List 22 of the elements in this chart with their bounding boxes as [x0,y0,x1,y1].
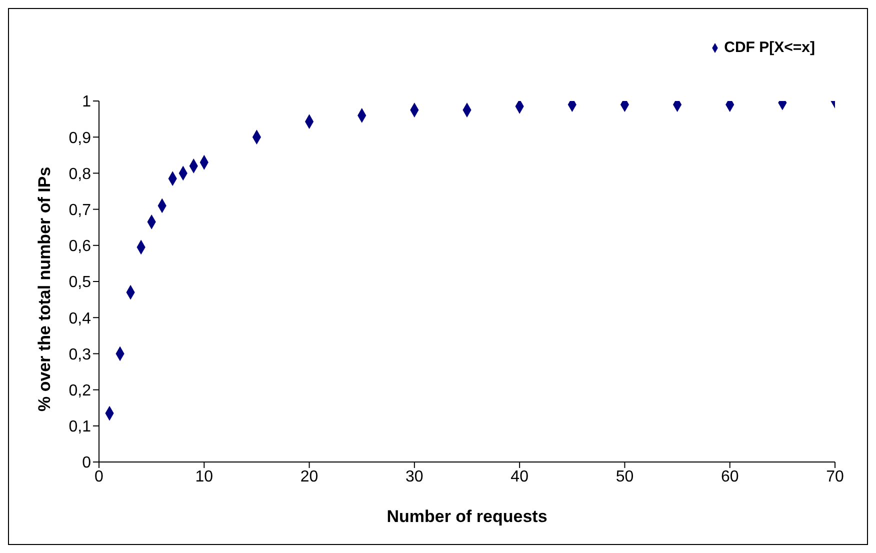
x-tick-label: 10 [195,468,214,486]
y-tick-label: 0,1 [68,418,92,436]
y-tick-label: 0,4 [68,310,92,328]
y-tick-label: 0,9 [68,130,92,147]
y-tick-label: 0 [82,454,92,472]
x-tick-label: 50 [616,468,634,486]
y-tick-label: 0,6 [68,238,92,256]
x-axis-title: Number of requests [386,507,548,526]
y-tick-label: 0,2 [68,382,92,400]
legend-label: CDF P[X<=x] [724,39,815,56]
x-tick-label: 70 [826,468,844,486]
x-tick-label: 30 [406,468,424,486]
y-tick-label: 0,3 [68,346,92,364]
y-tick-label: 0,5 [68,274,92,292]
y-axis-title: % over the total number of IPs [35,166,54,412]
x-tick-label: 0 [94,468,104,486]
y-tick-label: 1 [82,94,92,111]
x-tick-label: 40 [510,468,529,486]
y-tick-label: 0,8 [68,166,92,183]
y-tick-label: 0,7 [68,202,92,219]
x-tick-label: 20 [300,468,318,486]
x-tick-label: 60 [720,468,739,486]
